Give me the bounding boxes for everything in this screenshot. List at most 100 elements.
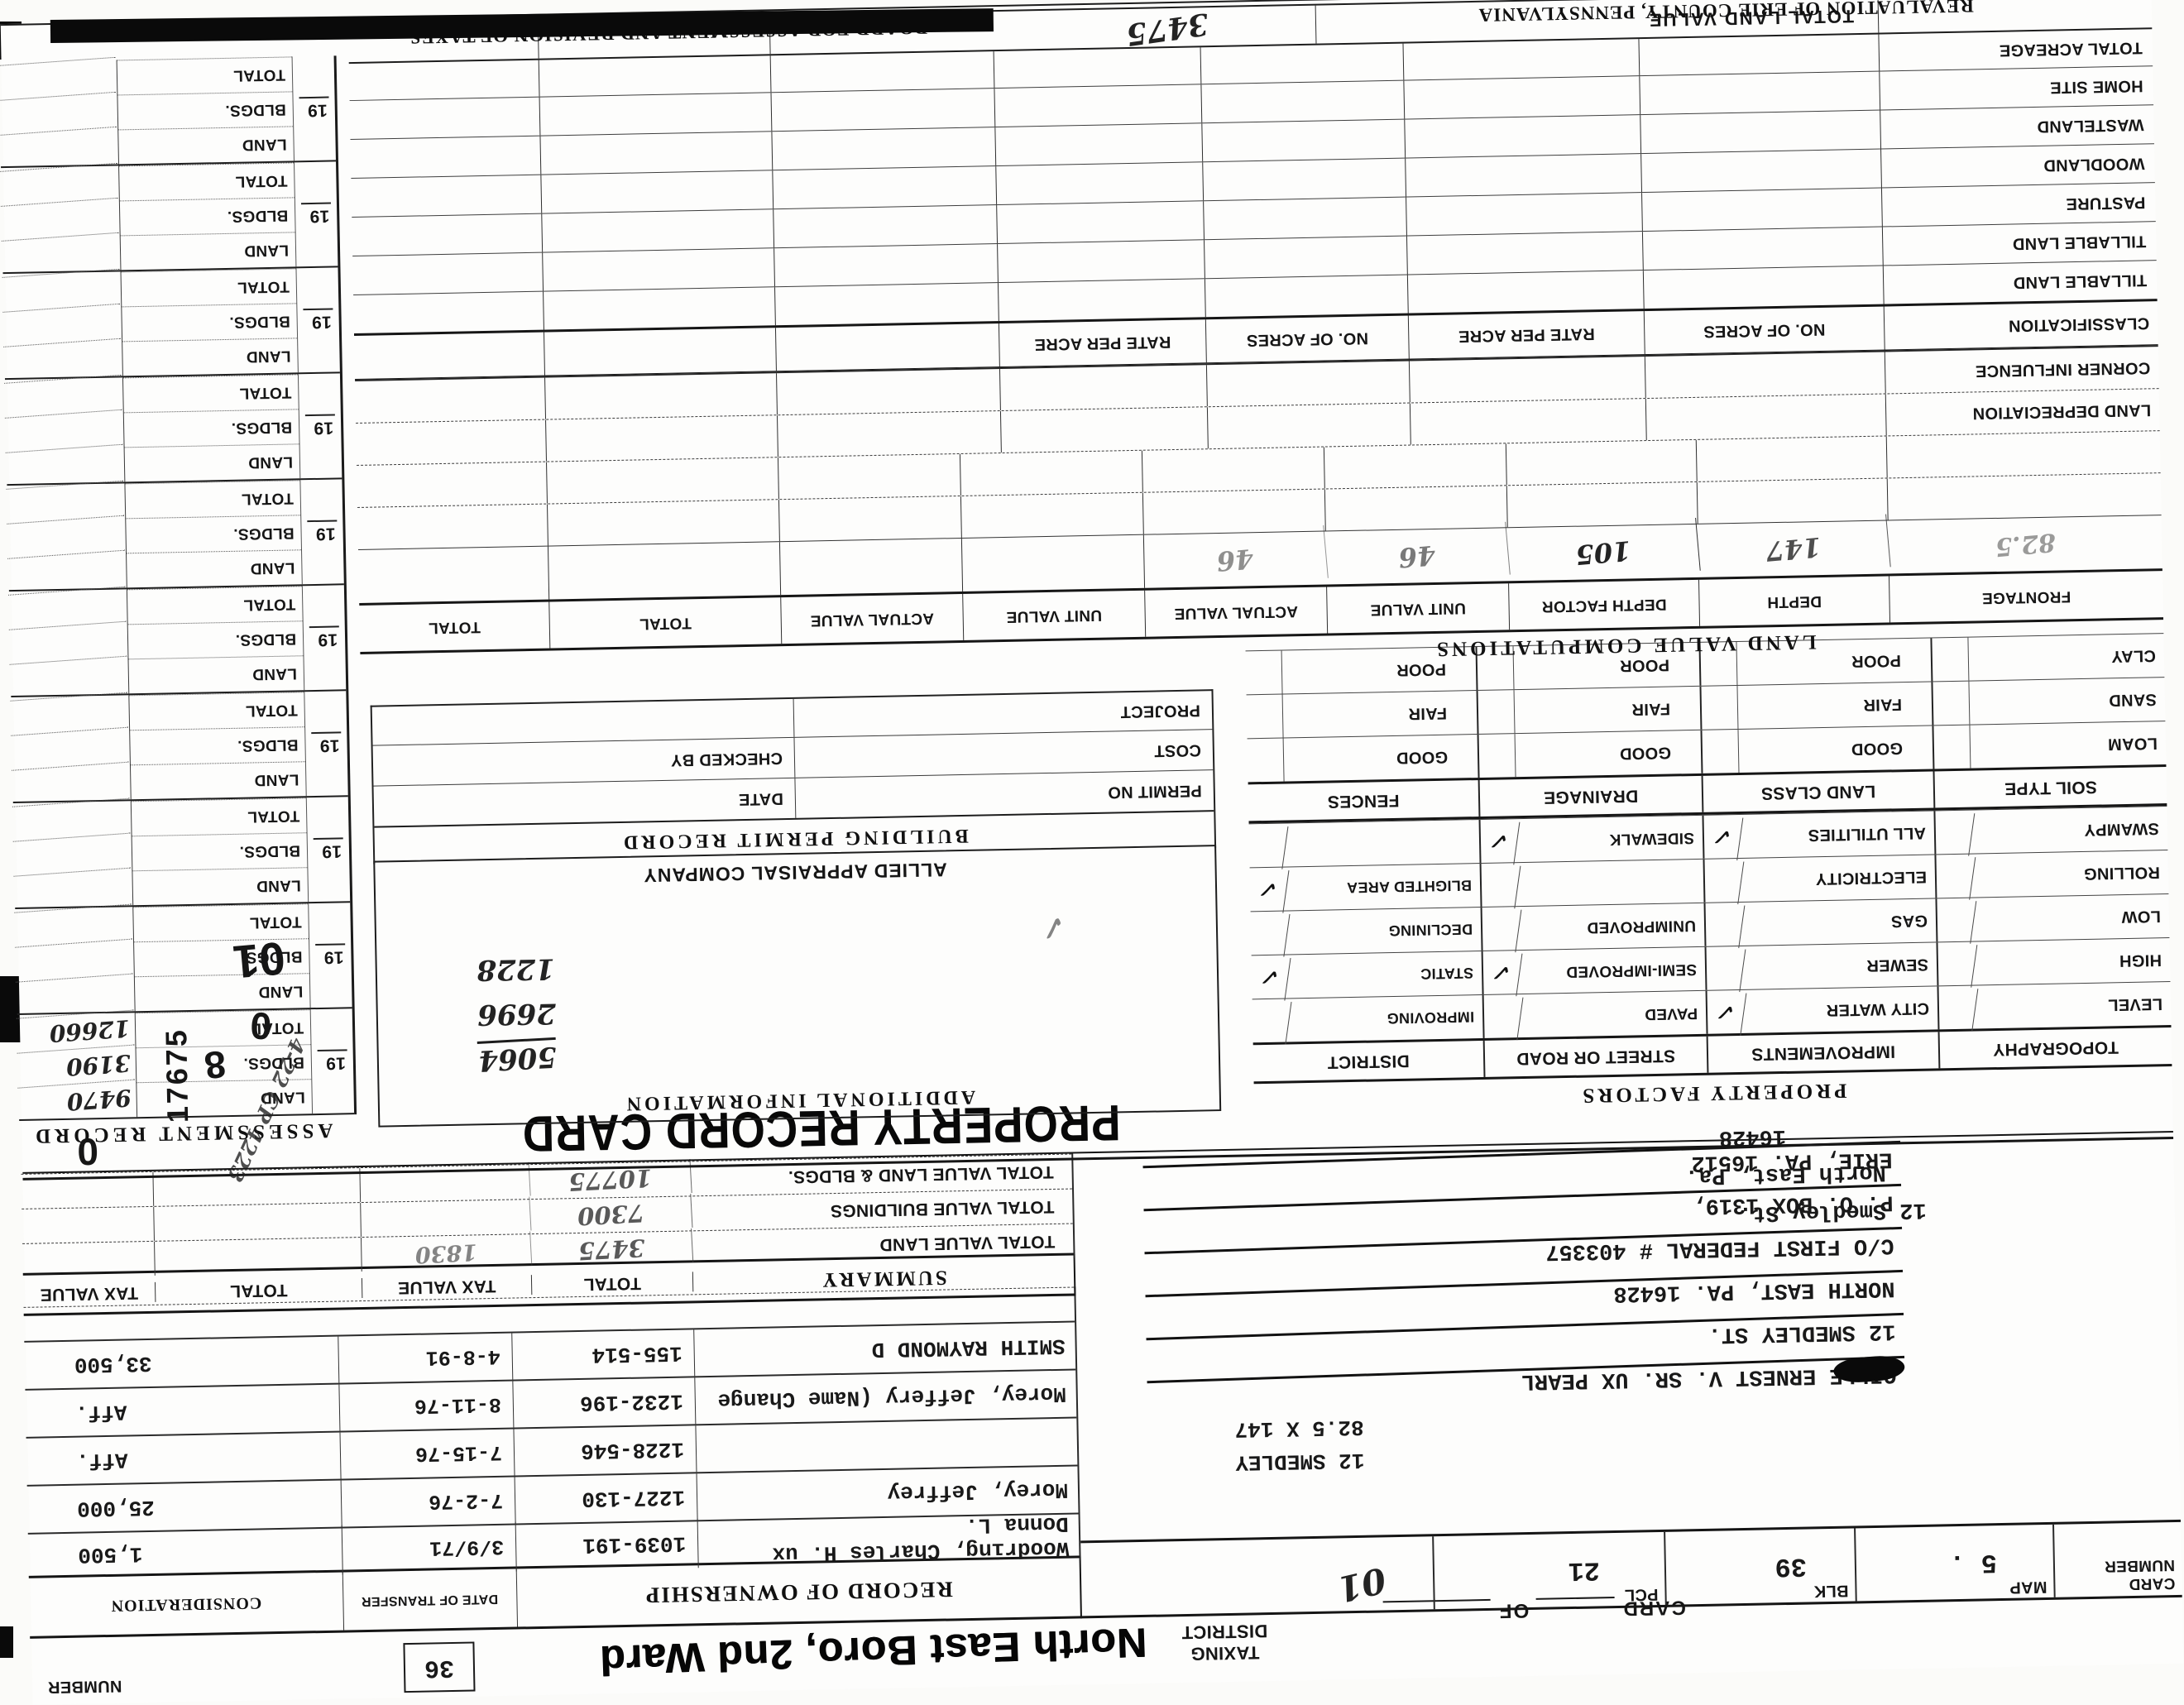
additional-info-handwriting: 5064 2696 1228: [476, 940, 558, 1077]
rule-line: [1315, 5, 1317, 44]
total-label: TOTAL: [131, 797, 307, 836]
factor-check: ✓: [1247, 865, 1290, 913]
date-of-transfer-header: DATE OF TRANSFER: [342, 1569, 519, 1631]
factor-check: [1935, 940, 1978, 988]
year-block-values: [0, 162, 122, 275]
factor-label: PAVED: [1520, 990, 1708, 1038]
blk-value: 39: [1774, 1550, 1808, 1583]
consideration-header: CONSIDERATION: [28, 1572, 345, 1636]
deed-book-page: 155-514: [512, 1329, 696, 1380]
unit-value: 46: [1324, 521, 1511, 591]
summary-total2-cell: [155, 1238, 362, 1276]
actual-value-header: ACTUAL VALUE: [1145, 587, 1329, 637]
total-label: TOTAL: [127, 586, 303, 625]
year-block-values: [0, 56, 120, 170]
summary-tax-value2-header: TAX VALUE: [22, 1281, 156, 1305]
owner-name: [697, 1441, 1077, 1449]
depth-factor-value: 105: [1506, 517, 1701, 588]
checked-by-label: CHECKED BY: [376, 737, 796, 786]
year-cell: 19: [295, 161, 338, 266]
grade-label: GOOD: [1738, 726, 1935, 773]
year-cell: 19: [309, 903, 352, 1008]
year-block-labels: LAND BLDGS. TOTAL: [127, 586, 305, 694]
factor-label: SWAMPY: [2083, 819, 2160, 840]
total-label: TOTAL: [125, 480, 301, 519]
rate-per-acre-header: RATE PER ACRE: [1408, 311, 1645, 359]
year-cell: 19: [311, 1008, 354, 1114]
current-address-line: 12 Smedley St.: [1738, 1196, 1927, 1226]
grade-label: GOOD: [1283, 734, 1480, 782]
assessment-year-block: 19 LAND BLDGS. TOTAL: [6, 479, 344, 593]
factor-check: ✓: [1704, 988, 1747, 1037]
assessment-year-block: 19 LAND BLDGS. TOTAL: [0, 161, 338, 275]
depth-value: 147: [1696, 514, 1891, 584]
stamped-digit: 0: [248, 1003, 273, 1048]
district-header: DISTRICT: [1252, 1040, 1486, 1082]
drainage-header: DRAINAGE: [1479, 775, 1704, 817]
owner-name: Morey, Jeffrey: [887, 1477, 1069, 1506]
grade-label: FAIR: [1282, 691, 1479, 738]
land-class-header: LAND CLASS: [1703, 771, 1936, 812]
no-of-acres-header: NO. OF ACRES: [1644, 306, 1885, 355]
year-block-labels: LAND BLDGS. TOTAL: [122, 374, 301, 482]
topography-header: TOPOGRAPHY: [1992, 1037, 2119, 1060]
land-label: LAND: [132, 867, 309, 906]
year-block-values: 9470 3190 12660: [16, 1009, 138, 1123]
bldgs-label: BLDGS.: [130, 726, 305, 765]
deed-book-page: 1232-196: [513, 1377, 697, 1428]
unit-value-header: UNIT VALUE: [1327, 583, 1511, 634]
factor-check: [1248, 909, 1291, 957]
assessment-year-block: 19 LAND BLDGS. TOTAL: [7, 585, 347, 699]
actual-value: 46: [1142, 524, 1329, 595]
land-value-computations-table: FRONTAGE DEPTH DEPTH FACTOR UNIT VALUE A…: [347, 0, 2164, 654]
year-cell: 19: [300, 479, 343, 584]
factor-label: ALL UTILITIES: [1740, 811, 1937, 858]
factor-label: CITY WATER: [1743, 986, 1940, 1033]
factor-label: SIDEWALK: [1516, 815, 1705, 863]
year-prefix: 19: [315, 943, 346, 968]
improvements-header: IMPROVEMENTS: [1707, 1032, 1941, 1073]
land-label: LAND: [127, 549, 302, 588]
street-or-road-header: STREET OR ROAD: [1484, 1036, 1709, 1077]
factor-check: [1481, 992, 1524, 1041]
land-label: LAND: [120, 232, 296, 271]
year-block-values: [6, 480, 127, 593]
bldgs-label: BLDGS.: [123, 409, 299, 448]
total-value-cell-2: [358, 546, 550, 603]
map-label: MAP: [2009, 1578, 2048, 1597]
factor-label: UNIMPROVED: [1518, 903, 1707, 951]
project-label: PROJECT: [1120, 701, 1201, 721]
factor-label: IMPROVING: [1333, 994, 1485, 1042]
land-label: LAND: [128, 655, 304, 694]
taxing-district-label: TAXING DISTRICT: [1181, 1621, 1268, 1664]
factor-label: HIGH: [2119, 951, 2162, 970]
year-cell: 19: [299, 373, 342, 478]
stamped-digit: 0: [76, 1130, 99, 1174]
permit-date-label: DATE: [377, 778, 797, 826]
year-prefix: 19: [309, 625, 340, 650]
year-prefix: 19: [299, 96, 330, 121]
classification-row-label: TILLABLE LAND: [2013, 271, 2148, 292]
classification-row-label: WOODLAND: [2043, 154, 2145, 175]
project-value-cell: [376, 698, 795, 745]
factor-check: [1933, 808, 1976, 856]
factor-label: [1517, 859, 1706, 907]
transfer-date: 3/9/71: [342, 1521, 517, 1575]
no-of-acres-header-2: NO. OF ACRES: [1205, 315, 1410, 363]
factor-check: [1246, 821, 1289, 869]
factor-check: ✓: [1478, 817, 1521, 865]
classification-row-label: WASTELAND: [2036, 115, 2144, 136]
grade-check: [1478, 690, 1516, 735]
corner-influence-label: CORNER INFLUENCE: [1975, 358, 2151, 381]
property-address-line: 12 SMEDLEY: [1235, 1447, 1365, 1475]
actual-value-header-2: ACTUAL VALUE: [781, 593, 965, 644]
grade-label: GOOD: [1515, 730, 1703, 778]
year-cell: 19: [307, 797, 350, 902]
soil-label: CLAY: [2110, 646, 2157, 666]
assessment-year-block: 19 LAND BLDGS. TOTAL: [10, 691, 348, 805]
transfer-date: 7-2-76: [341, 1477, 516, 1527]
scan-edge-mark: [0, 1626, 13, 1658]
factor-check: ✓: [1480, 948, 1523, 997]
soil-label: LOAM: [2107, 734, 2158, 754]
